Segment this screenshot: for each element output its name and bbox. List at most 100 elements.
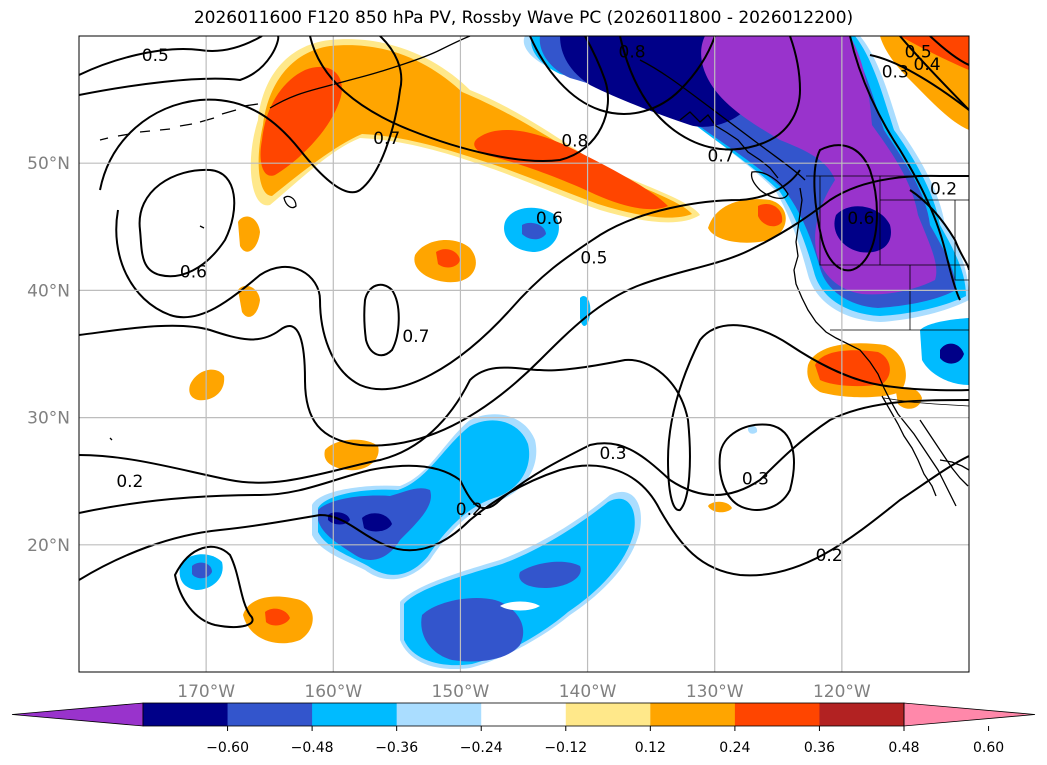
positive-anomaly-patch [815,350,890,387]
colorbar-swatch [565,703,651,726]
contour-value-label: 0.2 [116,472,143,492]
colorbar-swatch [819,703,905,726]
colorbar-extend-min [11,702,144,727]
contour-value-label: 0.2 [456,500,483,520]
contour-value-label: 0.7 [402,327,429,347]
colorbar-outline [142,702,905,727]
plot-frame [78,35,970,673]
contour-value-label: 0.2 [930,180,957,200]
positive-anomaly-level3 [474,129,668,210]
alaska-coast [269,36,471,109]
positive-anomaly-patch [758,203,783,227]
pv-contours [79,36,969,628]
positive-anomaly-patch [900,36,969,70]
colorbar-swatch [143,703,229,726]
colorbar-tick-label: −0.60 [206,740,249,756]
contour-value-label: 0.3 [599,444,626,464]
coastlines [99,36,969,507]
graticule [79,36,969,672]
longitude-tick-label: 140°W [559,682,617,702]
contour-value-label: 0.6 [536,209,563,229]
pv-contour [79,455,969,581]
colorbar: −0.60 −0.48 −0.36 −0.24 −0.12 0.12 0.24 0.36 0.4… [11,702,1036,756]
positive-anomaly-patch [265,608,290,626]
contour-value-label: 0.3 [742,470,769,490]
contour-value-label: 0.8 [619,42,646,62]
pv-contour [79,174,969,447]
plot-area: 0.5 0.8 0.50.40.30.7 0.80.70.60.20.60.50.60… [78,35,970,673]
contour-value-label: 0.6 [180,262,207,282]
positive-anomaly-patch [708,501,732,513]
pv-contour [929,36,969,66]
negative-anomaly-patch [940,343,964,364]
negative-anomaly-patch [500,601,540,611]
negative-anomaly-patch [519,561,581,588]
axis-tick-labels: 170°W 160°W 150°W 140°W 130°W 120°W 20°N 30°N 40… [27,154,871,702]
pv-contour [849,36,961,301]
pv-contour [869,54,969,111]
pv-contour [138,168,236,278]
latitude-tick-label: 20°N [27,536,70,556]
contour-value-label: 0.3 [882,63,909,83]
longitude-tick-label: 130°W [686,682,744,702]
political-borders [806,175,969,407]
pv-contour [899,36,969,111]
negative-anomaly-patch [522,222,546,240]
colorbar-tick-label: 0.36 [804,740,835,756]
contour-value-label: 0.4 [914,55,941,75]
longitude-tick-label: 170°W [177,682,235,702]
negative-anomaly-patch [192,562,212,579]
colorbar-tick-label: −0.36 [375,740,418,756]
colorbar-swatch [396,703,482,726]
colorbar-swatch [481,703,567,726]
negative-anomaly-patch [748,425,758,434]
longitude-tick-label: 160°W [304,682,362,702]
contour-value-label: 0.2 [816,546,843,566]
pv-contour [79,36,263,76]
pv-contour [813,144,878,272]
colorbar-swatch [227,703,313,726]
contour-value-label: 0.5 [142,46,169,66]
pv-contour [529,36,716,115]
latitude-tick-label: 40°N [27,281,70,301]
colorbar-tick-label: 0.60 [973,740,1004,756]
positive-anomaly-patch [896,387,922,409]
colorbar-tick-label: −0.12 [544,740,587,756]
contour-labels: 0.5 0.8 0.50.40.30.7 0.80.70.60.20.60.50.60… [116,42,957,566]
contour-value-label: 0.7 [708,147,735,167]
latitude-tick-label: 50°N [27,154,70,174]
pv-contour [309,36,609,162]
map-title: 2026011600 F120 850 hPa PV, Rossby Wave … [193,8,854,28]
pv-contour [79,399,969,514]
pv-contour [363,283,400,357]
pv-contour [99,36,403,194]
latitude-tick-label: 30°N [27,409,70,429]
contour-value-label: 0.5 [580,248,607,268]
negative-anomaly-patch [362,513,392,532]
us-west-coast [793,187,957,507]
pv-contour [115,169,801,391]
positive-anomaly-patch [238,216,260,252]
longitude-tick-label: 120°W [813,682,871,702]
colorbar-extend-max [903,702,1036,727]
pv-contour [718,423,795,511]
aleutian-islands [99,103,259,141]
colorbar-tick-label: −0.48 [291,740,334,756]
contour-value-label: 0.6 [847,209,874,229]
state-boundaries [819,176,969,331]
contour-value-label: 0.8 [561,131,588,151]
pv-contour [173,545,254,628]
colorbar-tick-label: 0.12 [635,740,666,756]
pv-contour [79,324,969,511]
colorbar-tick-label: −0.24 [460,740,503,756]
baja-california [881,395,969,497]
contour-value-label: 0.5 [905,42,932,62]
colorbar-swatch [734,703,820,726]
hawaii [109,195,297,441]
positive-anomaly-level3 [260,66,342,176]
mexico-coast [939,459,969,471]
colorbar-tick-label: 0.24 [719,740,750,756]
positive-anomaly-patch [238,285,260,317]
contour-value-label: 0.7 [373,129,400,149]
